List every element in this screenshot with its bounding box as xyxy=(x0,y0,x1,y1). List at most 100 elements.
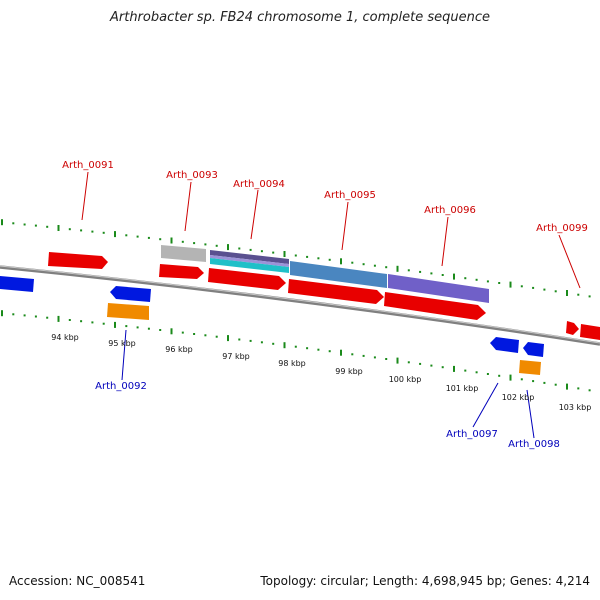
upper-major-tick xyxy=(453,273,455,280)
gene-arth-0099-arrow[interactable] xyxy=(566,321,579,335)
leader-arth-0097 xyxy=(472,382,499,428)
lower-minor-tick xyxy=(554,383,557,386)
gene-arth-0092-arrow[interactable] xyxy=(110,286,151,302)
kbp-label-98: 98 kbp xyxy=(278,359,306,368)
lower-minor-tick xyxy=(136,326,139,329)
lower-major-tick xyxy=(170,328,173,335)
leader-arth-0092 xyxy=(121,329,127,381)
leader-arth-0091 xyxy=(81,171,89,221)
upper-major-tick xyxy=(566,290,568,296)
lower-minor-tick xyxy=(498,374,501,377)
upper-minor-tick xyxy=(317,257,320,260)
lower-major-tick xyxy=(1,310,3,317)
label-arth-0095[interactable]: Arth_0095 xyxy=(324,190,376,201)
kbp-label-99: 99 kbp xyxy=(335,367,363,376)
upper-minor-tick xyxy=(588,295,591,298)
kbp-label-102: 102 kbp xyxy=(502,393,535,402)
lower-major-tick xyxy=(227,335,229,342)
gene-arth-0094-arrow[interactable] xyxy=(208,268,286,290)
leader-arth-0093 xyxy=(184,181,192,232)
label-arth-0098[interactable]: Arth_0098 xyxy=(508,439,560,450)
lower-minor-tick xyxy=(272,342,275,345)
chromosome-backbone-highlight xyxy=(0,265,600,344)
gene-arth-0095-arrow[interactable] xyxy=(288,279,384,304)
accession-text: Accession: NC_008541 xyxy=(9,574,146,588)
upper-major-tick xyxy=(509,281,512,288)
lower-major-tick xyxy=(566,383,568,390)
lower-minor-tick xyxy=(23,314,26,317)
teal-feature-bar xyxy=(210,258,289,273)
upper-minor-tick xyxy=(543,288,546,291)
upper-minor-tick xyxy=(260,250,263,253)
upper-minor-tick xyxy=(351,261,354,264)
lower-minor-tick xyxy=(181,331,184,334)
upper-minor-tick xyxy=(204,243,207,246)
lower-minor-tick xyxy=(419,362,422,365)
map-title: Arthrobacter sp. FB24 chromosome 1, comp… xyxy=(109,10,491,25)
leader-arth-0099 xyxy=(558,234,581,289)
upper-minor-tick xyxy=(23,223,26,226)
upper-major-tick xyxy=(340,258,342,265)
gene-arth-0096-arrow[interactable] xyxy=(384,292,486,320)
upper-minor-tick xyxy=(294,254,297,257)
lower-minor-tick xyxy=(373,356,376,359)
lower-minor-tick xyxy=(543,381,546,384)
upper-minor-tick xyxy=(486,280,489,283)
upper-minor-tick xyxy=(125,234,128,237)
lower-major-tick xyxy=(509,374,512,381)
chromosome-backbone xyxy=(0,265,600,346)
label-arth-0091[interactable]: Arth_0091 xyxy=(62,160,114,171)
upper-minor-tick xyxy=(554,290,557,293)
lower-minor-tick xyxy=(249,339,252,342)
scale-labels: 94 kbp 95 kbp 96 kbp 97 kbp 98 kbp 99 kb… xyxy=(51,333,591,412)
label-arth-0093[interactable]: Arth_0093 xyxy=(166,170,218,181)
lower-major-tick xyxy=(283,342,286,349)
gene-arth-0100-arrow[interactable] xyxy=(580,324,600,340)
upper-minor-tick xyxy=(419,270,422,273)
gene-arth-0093-arrow[interactable] xyxy=(159,264,204,279)
label-arth-0096[interactable]: Arth_0096 xyxy=(424,205,476,216)
upper-minor-tick xyxy=(181,240,184,243)
lower-minor-tick xyxy=(204,334,207,337)
leader-arth-0095 xyxy=(341,201,349,251)
upper-minor-tick xyxy=(475,278,478,281)
upper-major-tick xyxy=(227,244,229,251)
kbp-label-103: 103 kbp xyxy=(559,403,592,412)
lower-minor-tick xyxy=(193,333,196,335)
upper-minor-tick xyxy=(306,255,309,258)
upper-minor-tick xyxy=(520,285,523,288)
upper-major-tick xyxy=(1,219,3,226)
label-arth-0094[interactable]: Arth_0094 xyxy=(233,179,285,190)
label-arth-0097[interactable]: Arth_0097 xyxy=(446,429,498,440)
lower-minor-tick xyxy=(34,315,37,318)
gene-arth-0092-feature xyxy=(107,303,149,320)
steel-feature-bar xyxy=(290,261,387,288)
upper-minor-tick xyxy=(46,225,49,228)
lower-minor-tick xyxy=(294,345,297,348)
upper-minor-tick xyxy=(68,228,71,231)
label-arth-0092[interactable]: Arth_0092 xyxy=(95,381,147,392)
navy-feature-bar xyxy=(210,250,289,264)
gene-arth-0091-arrow[interactable] xyxy=(48,252,108,269)
lower-major-tick xyxy=(396,357,399,364)
upper-major-tick xyxy=(170,237,173,244)
leader-arth-0098 xyxy=(526,389,535,439)
upper-minor-tick xyxy=(102,231,105,234)
gene-arth-0097-arrow[interactable] xyxy=(490,337,519,353)
gene-arth-0098-arrow[interactable] xyxy=(523,342,544,357)
upper-major-tick xyxy=(283,251,286,257)
label-arth-0099[interactable]: Arth_0099 xyxy=(536,223,588,234)
gray-feature-bar xyxy=(161,245,206,262)
upper-minor-tick xyxy=(464,277,467,280)
upper-minor-tick xyxy=(34,224,37,227)
lower-minor-tick xyxy=(362,354,365,357)
upper-minor-tick xyxy=(441,274,444,276)
reverse-gene-left-arrow[interactable] xyxy=(0,276,34,292)
upper-minor-tick xyxy=(159,238,162,241)
upper-minor-tick xyxy=(193,242,196,245)
lower-minor-tick xyxy=(12,313,15,316)
upper-major-tick xyxy=(114,231,116,238)
lower-minor-tick xyxy=(159,329,162,331)
upper-minor-tick xyxy=(136,235,139,238)
